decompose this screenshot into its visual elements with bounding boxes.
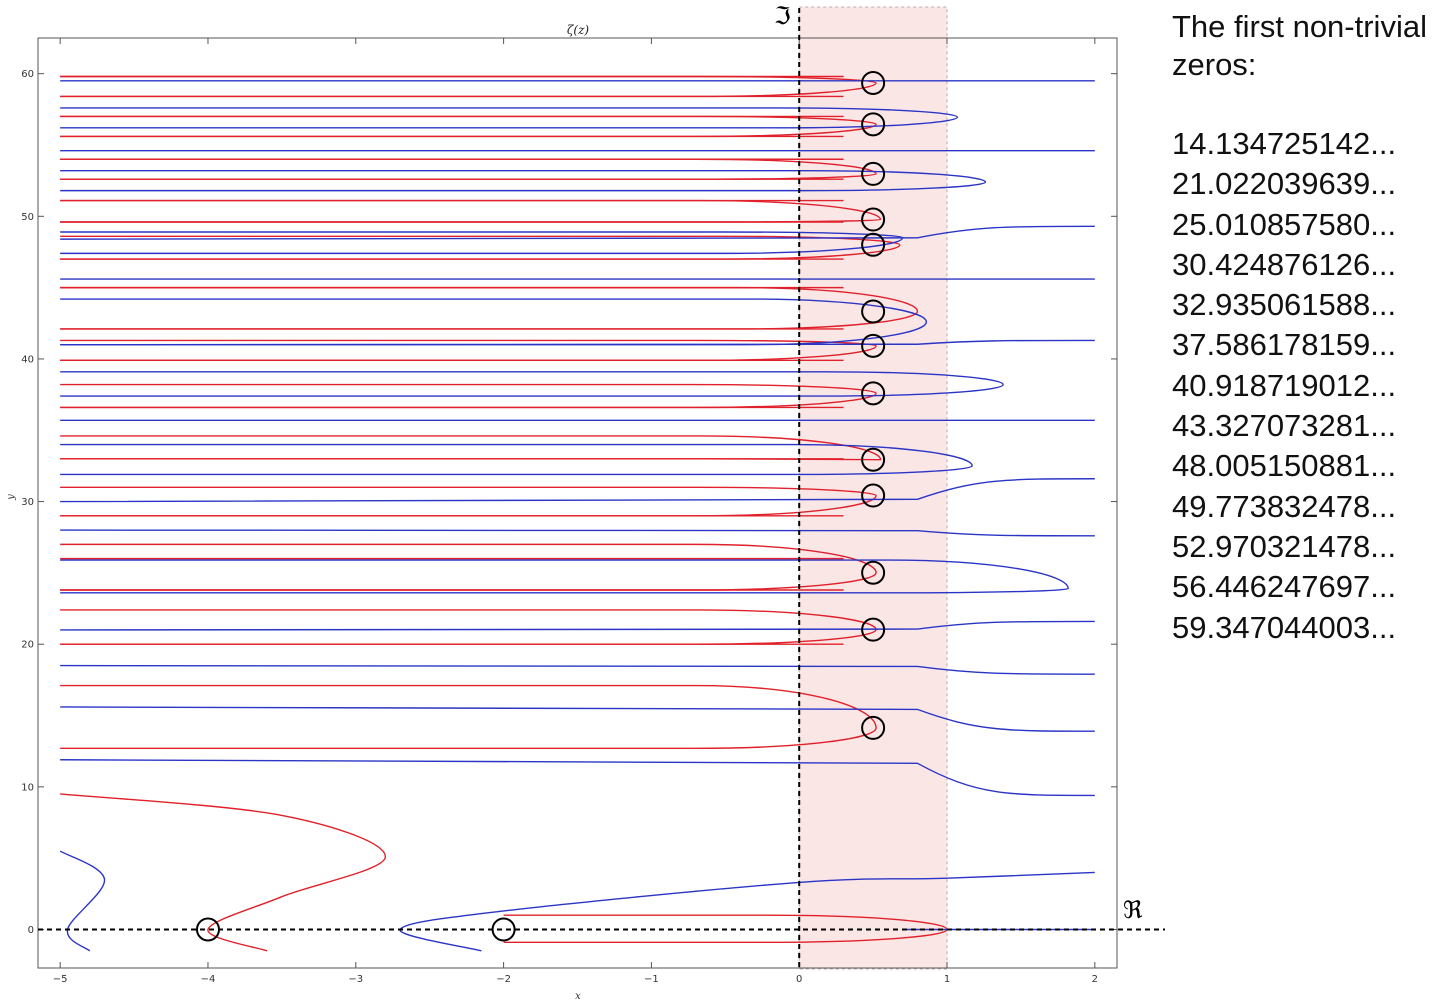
zero-marker-circle: [861, 617, 886, 642]
zero-value: 43.327073281...: [1172, 408, 1397, 444]
y-tick-label: 50: [21, 212, 34, 223]
red-contour-loop: [60, 286, 919, 330]
blue-contour-loop: [60, 298, 928, 346]
complex-axes-layer: [38, 8, 1165, 971]
critical-strip-layer: [798, 6, 948, 970]
zero-marker-circle: [861, 483, 886, 508]
zero-value: 40.918719012...: [1172, 367, 1397, 403]
red-contour-loop: [60, 383, 877, 409]
red-contour-loop: [60, 158, 877, 180]
zero-marker-circle: [195, 917, 220, 942]
zero-markers-layer: [195, 70, 886, 942]
zero-value: 37.586178159...: [1172, 327, 1397, 363]
zeros-list: 14.134725142... 21.022039639... 25.0108575…: [1172, 124, 1452, 648]
x-tick-label: 2: [1092, 974, 1098, 985]
red-contour-loop: [60, 199, 882, 223]
plot-frame: [37, 37, 1118, 969]
blue-contour-path: [399, 871, 1095, 952]
blue-contours-layer: [59, 80, 1095, 952]
blue-contour-hline: [60, 759, 1095, 797]
red-contour-loop: [60, 75, 877, 98]
blue-contour-hline: [60, 706, 1095, 732]
blue-contour-hline: [60, 529, 1095, 537]
blue-contour-loop: [60, 443, 973, 476]
zero-marker-circle: [861, 112, 886, 137]
red-contour-loop: [60, 486, 877, 517]
blue-contour-hline: [60, 620, 1095, 631]
blue-contour-path: [59, 850, 106, 952]
red-contour-loop: [60, 339, 877, 362]
zero-value: 21.022039639...: [1172, 166, 1397, 202]
red-contour-loop: [60, 115, 877, 138]
critical-strip: [798, 6, 948, 970]
x-tick-label: −1: [644, 974, 659, 985]
zero-marker-circle: [861, 70, 886, 95]
zero-value: 59.347044003...: [1172, 609, 1397, 645]
blue-contour-hline: [60, 478, 1095, 503]
y-tick-label: 40: [21, 354, 34, 365]
red-contour-path: [60, 793, 387, 952]
x-tick-label: 1: [944, 974, 950, 985]
zero-value: 48.005150881...: [1172, 448, 1397, 484]
x-tick-label: −4: [201, 974, 216, 985]
y-tick-label: 60: [21, 69, 34, 80]
zero-marker-circle: [861, 715, 886, 740]
zeros-panel: The first non-trivial zeros: 14.13472514…: [1172, 8, 1452, 648]
x-tick-label: −3: [348, 974, 363, 985]
x-tick-label: −5: [53, 974, 68, 985]
blue-contour-hline: [60, 225, 1095, 240]
zeros-heading: The first non-trivial zeros:: [1172, 9, 1427, 82]
red-contour-loop: [60, 684, 877, 750]
blue-contour-loop: [60, 231, 904, 255]
y-tick-label: 0: [28, 925, 34, 936]
zero-marker-circle: [861, 333, 886, 358]
x-tick-label: 0: [796, 974, 802, 985]
blue-contour-loop: [60, 107, 959, 129]
blue-contour-hline: [60, 664, 1095, 675]
blue-contour-loop: [60, 559, 1069, 594]
red-contour-loop: [60, 435, 882, 461]
blue-contour-loop: [60, 371, 1004, 397]
zero-marker-circle: [861, 161, 886, 186]
zero-marker-circle: [861, 560, 886, 585]
zero-value: 30.424876126...: [1172, 246, 1397, 282]
y-tick-label: 30: [21, 497, 34, 508]
blue-contour-hline: [60, 339, 1095, 346]
red-contour-loop: [60, 235, 901, 260]
red-contours-layer: [60, 75, 948, 952]
zero-marker-circle: [861, 381, 886, 406]
zero-value: 49.773832478...: [1172, 488, 1397, 524]
zero-value: 14.134725142...: [1172, 126, 1397, 161]
x-axis-label: x: [575, 991, 581, 1002]
y-axis-label: y: [6, 494, 17, 501]
zero-value: 25.010857580...: [1172, 206, 1397, 242]
zero-marker-circle: [861, 447, 886, 472]
zero-value: 56.446247697...: [1172, 569, 1397, 605]
red-contour-loop: [60, 609, 877, 645]
imaginary-axis-symbol: ℑ: [774, 2, 791, 30]
zero-marker-circle: [861, 299, 886, 324]
chart-title: ζ(z): [567, 23, 590, 37]
x-tick-label: −2: [496, 974, 511, 985]
zero-value: 32.935061588...: [1172, 287, 1397, 323]
y-tick-label: 20: [21, 640, 34, 651]
red-contour-loop: [60, 543, 877, 591]
y-tick-label: 10: [21, 782, 34, 793]
zero-marker-circle: [861, 232, 886, 257]
zero-value: 52.970321478...: [1172, 528, 1397, 564]
real-axis-symbol: ℜ: [1123, 896, 1143, 924]
zero-marker-circle: [861, 207, 886, 232]
zero-marker-circle: [491, 917, 516, 942]
